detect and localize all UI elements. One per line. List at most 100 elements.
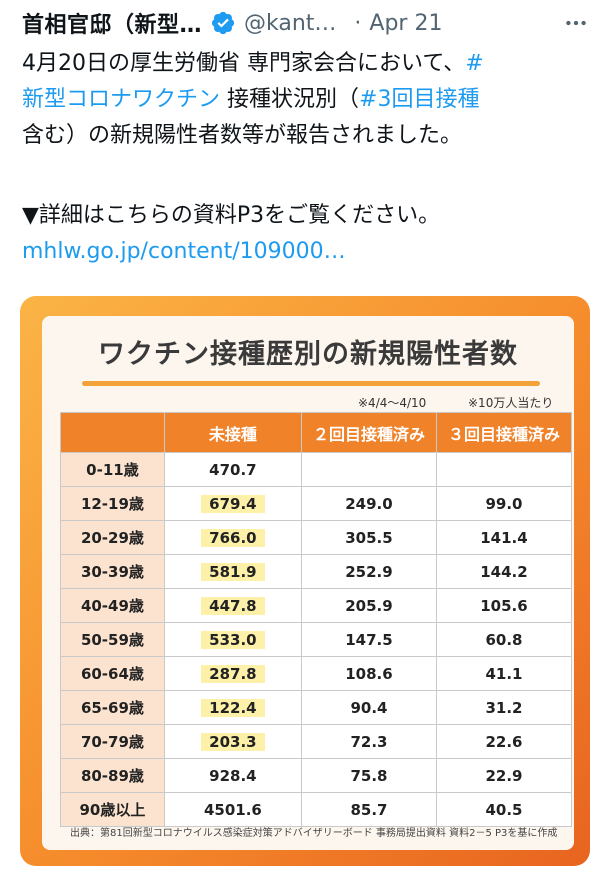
dose3-cell-value: 22.9 bbox=[485, 766, 523, 785]
age-cell: 60-64歳 bbox=[60, 656, 165, 691]
dose2-cell-value: 85.7 bbox=[350, 800, 388, 819]
age-cell: 65-69歳 bbox=[60, 690, 165, 725]
dose2-cell bbox=[300, 452, 437, 487]
dose3-cell-value: 22.6 bbox=[485, 732, 523, 751]
dose2-cell-value: 205.9 bbox=[345, 596, 393, 615]
tweet-line-5: mhlw.go.jp/content/109000… bbox=[22, 234, 582, 270]
dose3-cell: 144.2 bbox=[435, 554, 573, 589]
age-cell: 40-49歳 bbox=[60, 588, 165, 623]
dose2-cell: 205.9 bbox=[300, 588, 437, 623]
verified-badge-icon bbox=[211, 11, 235, 35]
table-row: 70-79歳 203.3 72.3 22.6 bbox=[60, 724, 573, 759]
unvaccinated-cell: 470.7 bbox=[163, 452, 302, 487]
dose2-cell: 85.7 bbox=[300, 792, 437, 827]
dose2-cell: 72.3 bbox=[300, 724, 437, 759]
dose3-cell: 22.6 bbox=[435, 724, 573, 759]
unvaccinated-cell-value: 470.7 bbox=[209, 460, 257, 479]
age-cell: 0-11歳 bbox=[60, 452, 165, 487]
age-cell-value: 70-79歳 bbox=[80, 733, 144, 751]
dose2-cell: 147.5 bbox=[300, 622, 437, 657]
tweet-header: 首相官邸（新型… @kant… · Apr 21 bbox=[22, 6, 592, 40]
dose3-cell-value: 60.8 bbox=[485, 630, 523, 649]
tweet-text: 含む）の新規陽性者数等が報告されました。 bbox=[22, 123, 463, 148]
dose2-cell: 108.6 bbox=[300, 656, 437, 691]
author-handle[interactable]: @kant… bbox=[244, 10, 337, 36]
table-row: 20-29歳 766.0 305.5 141.4 bbox=[60, 520, 573, 555]
source-note: 出典：第81回新型コロナウイルス感染症対策アドバイザリーボード 事務局提出資料 … bbox=[70, 828, 558, 839]
dose2-cell-value: 252.9 bbox=[345, 562, 393, 581]
unvaccinated-cell: 581.9 bbox=[163, 554, 302, 589]
tweet-line-1: 4月20日の厚生労働省 専門家会合において、# bbox=[22, 46, 582, 82]
table-header-row: 未接種 ２回目接種済み ３回目接種済み bbox=[60, 412, 573, 453]
table-row: 30-39歳 581.9 252.9 144.2 bbox=[60, 554, 573, 589]
dose2-cell: 90.4 bbox=[300, 690, 437, 725]
unvaccinated-cell: 122.4 bbox=[163, 690, 302, 725]
dose3-cell: 99.0 bbox=[435, 486, 573, 521]
table-row: 80-89歳 928.4 75.8 22.9 bbox=[60, 758, 573, 793]
dose3-cell: 60.8 bbox=[435, 622, 573, 657]
unvaccinated-cell-value: 447.8 bbox=[201, 594, 265, 617]
dose2-cell: 75.8 bbox=[300, 758, 437, 793]
hashtag-link[interactable]: # bbox=[465, 51, 484, 76]
age-cell-value: 0-11歳 bbox=[86, 461, 139, 479]
unvaccinated-cell-value: 287.8 bbox=[201, 662, 265, 685]
dose2-cell-value: 305.5 bbox=[345, 528, 393, 547]
dose3-cell: 31.2 bbox=[435, 690, 573, 725]
age-cell: 50-59歳 bbox=[60, 622, 165, 657]
table-row: 90歳以上 4501.6 85.7 40.5 bbox=[60, 792, 573, 827]
unvaccinated-cell: 679.4 bbox=[163, 486, 302, 521]
url-link[interactable]: mhlw.go.jp/content/109000… bbox=[22, 239, 346, 264]
dose3-cell bbox=[435, 452, 573, 487]
age-cell-value: 80-89歳 bbox=[80, 767, 144, 785]
dose3-cell: 41.1 bbox=[435, 656, 573, 691]
unvaccinated-cell-value: 122.4 bbox=[201, 696, 265, 719]
age-cell-value: 90歳以上 bbox=[79, 801, 146, 819]
age-cell-value: 12-19歳 bbox=[80, 495, 144, 513]
dose3-cell: 40.5 bbox=[435, 792, 573, 827]
header-unvaccinated: 未接種 bbox=[163, 412, 302, 453]
age-cell-value: 30-39歳 bbox=[80, 563, 144, 581]
dose3-cell-value: 141.4 bbox=[480, 528, 528, 547]
tweet-line-4: ▼詳細はこちらの資料P3をご覧ください。 bbox=[22, 198, 582, 234]
table-row: 12-19歳 679.4 249.0 99.0 bbox=[60, 486, 573, 521]
unvaccinated-cell-value: 203.3 bbox=[201, 730, 265, 753]
unvaccinated-cell: 928.4 bbox=[163, 758, 302, 793]
unvaccinated-cell-value: 533.0 bbox=[201, 628, 265, 651]
vaccination-table: 未接種 ２回目接種済み ３回目接種済み 0-11歳 470.7 12-19歳 679.… bbox=[60, 412, 573, 827]
dose2-cell-value: 75.8 bbox=[350, 766, 388, 785]
unvaccinated-cell: 447.8 bbox=[163, 588, 302, 623]
unit-note: ※10万人当たり bbox=[468, 396, 554, 410]
dose3-cell: 105.6 bbox=[435, 588, 573, 623]
unvaccinated-cell-value: 679.4 bbox=[201, 492, 265, 515]
dose3-cell-value: 31.2 bbox=[485, 698, 523, 717]
age-cell-value: 20-29歳 bbox=[80, 529, 144, 547]
age-cell: 20-29歳 bbox=[60, 520, 165, 555]
infographic-panel: ワクチン接種歴別の新規陽性者数 ※4/4～4/10 ※10万人当たり 未接種 ２… bbox=[42, 316, 574, 850]
infographic-title: ワクチン接種歴別の新規陽性者数 bbox=[98, 339, 518, 370]
dose3-cell-value: 99.0 bbox=[485, 494, 523, 513]
age-cell-value: 40-49歳 bbox=[80, 597, 144, 615]
age-cell-value: 50-59歳 bbox=[80, 631, 144, 649]
age-cell-value: 60-64歳 bbox=[80, 665, 144, 683]
table-row: 60-64歳 287.8 108.6 41.1 bbox=[60, 656, 573, 691]
dose2-cell-value: 90.4 bbox=[350, 698, 388, 717]
hashtag-link[interactable]: #3回目接種 bbox=[359, 87, 480, 112]
tweet-date[interactable]: Apr 21 bbox=[369, 10, 443, 36]
tweet-line-3: 含む）の新規陽性者数等が報告されました。 bbox=[22, 118, 582, 154]
unvaccinated-cell-value: 766.0 bbox=[201, 526, 265, 549]
header-corner bbox=[60, 412, 165, 453]
author-name[interactable]: 首相官邸（新型… bbox=[22, 13, 203, 38]
unvaccinated-cell: 533.0 bbox=[163, 622, 302, 657]
dose2-cell: 305.5 bbox=[300, 520, 437, 555]
age-cell: 90歳以上 bbox=[60, 792, 165, 827]
header-dose2: ２回目接種済み bbox=[300, 412, 437, 453]
attached-image-card[interactable]: ワクチン接種歴別の新規陽性者数 ※4/4～4/10 ※10万人当たり 未接種 ２… bbox=[20, 296, 590, 866]
unvaccinated-cell-value: 581.9 bbox=[201, 560, 265, 583]
hashtag-link[interactable]: 新型コロナワクチン bbox=[22, 87, 221, 112]
period-note: ※4/4～4/10 bbox=[358, 396, 427, 410]
age-cell: 12-19歳 bbox=[60, 486, 165, 521]
more-icon[interactable] bbox=[562, 10, 590, 36]
dose3-cell-value: 144.2 bbox=[480, 562, 528, 581]
unvaccinated-cell: 287.8 bbox=[163, 656, 302, 691]
table-row: 40-49歳 447.8 205.9 105.6 bbox=[60, 588, 573, 623]
